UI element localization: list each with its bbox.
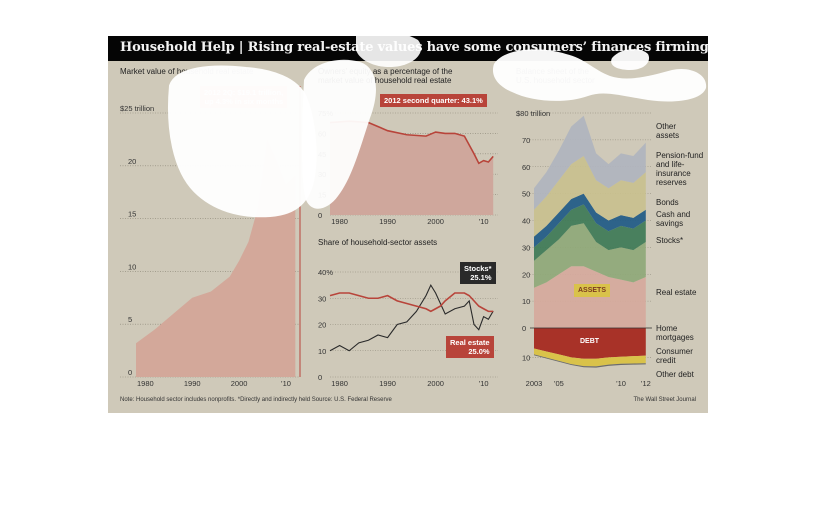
realestate-callout-line: Real estate [450,338,490,347]
equity-ytick: 45 [318,150,326,159]
balance-other-debt-area [534,354,646,368]
share-title: Share of household-sector assets [318,238,438,247]
equity-ytick: 75% [318,109,333,118]
legend-other-debt: Other debt [656,370,694,379]
footnote: Note: Household sector includes nonprofi… [120,397,392,403]
market-value-callout-line: up 4.3% in six months [204,97,284,106]
share-realestate-line [329,292,494,313]
equity-ytick: 30 [318,170,326,179]
legend-line: Consumer [656,347,693,356]
balance-xtick: 2003 [526,379,543,388]
realestate-callout-line: 25.0% [468,347,490,356]
market-value-xtick: 2000 [231,379,248,388]
share-xtick: 1990 [379,379,396,388]
balance-ytick: 60 [522,163,530,172]
balance-cash-area [534,204,646,261]
legend-line: Cash and [656,210,691,219]
legend-line: Other [656,122,677,131]
legend-line: assets [656,131,680,140]
equity-callout: 2012 second quarter: 43.1% [380,94,487,107]
market-value-ytick: 15 [128,210,136,219]
assets-label: ASSETS [574,284,611,297]
legend-home-mortgages: Home mortgages [656,324,694,342]
balance-ytick: 0 [522,324,526,333]
stocks-callout-line: Stocks* [464,264,492,273]
balance-ytick: 50 [522,190,530,199]
balance-xtick: ’05 [554,379,564,388]
legend-pension: Pension-fund and life- insurance reserve… [656,151,703,187]
equity-ytick: 0 [318,211,322,220]
realestate-callout: Real estate 25.0% [446,336,494,358]
legend-line: Real estate [656,288,697,297]
equity-xtick: 1980 [331,217,348,226]
market-value-ytick: 0 [128,368,132,377]
share-ytick: 40% [318,268,333,277]
balance-ytick: 40 [522,217,530,226]
share-ytick: 0 [318,373,322,382]
market-value-ytick: 10 [128,262,136,271]
equity-title-line: market value of household real estate [318,76,452,85]
balance-xtick: ’10 [616,379,626,388]
legend-line: Stocks* [656,236,684,245]
balance-ytick: 20 [522,270,530,279]
balance-pension-area [534,156,646,237]
equity-xtick: ’10 [479,217,489,226]
balance-realestate-area [534,266,646,328]
equity-xtick: 2000 [427,217,444,226]
legend-line: insurance [656,169,691,178]
legend-line: savings [656,219,684,228]
legend-line: credit [656,356,676,365]
balance-other-area [534,115,646,210]
balance-ytick: 70 [522,136,530,145]
legend-other-assets: Other assets [656,122,679,140]
legend-line: Bonds [656,198,679,207]
equity-xtick: 1990 [379,217,396,226]
share-stocks-line [329,283,494,352]
balance-ytick: 10 [522,297,530,306]
market-value-ytick: 5 [128,315,132,324]
equity-title: Owners’ equity as a percentage of the ma… [318,67,468,85]
market-value-xtick: 1990 [184,379,201,388]
balance-xtick: ’12 [641,379,651,388]
market-value-ytick: $25 trillion [120,104,154,113]
share-ytick: 30 [318,294,326,303]
wsj-chart-figure: Household Help | Rising real-estate valu… [108,36,708,413]
debt-label: DEBT [576,335,604,348]
stocks-callout: Stocks* 25.1% [460,262,496,284]
share-ytick: 20 [318,321,326,330]
balance-consumer-credit-area [534,348,646,367]
market-value-xtick: 1980 [137,379,154,388]
balance-ytick: 30 [522,243,530,252]
source-credit: The Wall Street Journal [633,397,696,403]
legend-line: reserves [656,178,687,187]
balance-stocks-area [534,223,646,288]
legend-stocks: Stocks* [656,236,683,245]
balance-debt-ytick: 10 [522,353,530,362]
market-value-callout-line: 2012 2Q: $19.1 trillion, [204,88,284,97]
market-value-callout: 2012 2Q: $19.1 trillion, up 4.3% in six … [200,86,288,108]
legend-line: Other debt [656,370,694,379]
legend-real-estate: Real estate [656,288,696,297]
market-value-ytick: 20 [128,157,136,166]
balance-ytick: $80 trillion [516,109,550,118]
stocks-callout-line: 25.1% [470,273,492,282]
share-ytick: 10 [318,347,326,356]
legend-line: Home [656,324,678,333]
share-xtick: ’10 [479,379,489,388]
share-xtick: 2000 [427,379,444,388]
legend-bonds: Bonds [656,198,679,207]
market-value-xtick: ’10 [281,379,291,388]
legend-line: mortgages [656,333,694,342]
equity-ytick: 60 [318,129,326,138]
legend-consumer-credit: Consumer credit [656,347,693,365]
legend-line: and life- [656,160,685,169]
balance-bonds-area [534,193,646,248]
equity-title-line: Owners’ equity as a percentage of the [318,67,453,76]
legend-line: Pension-fund [656,151,704,160]
equity-ytick: 15 [318,191,326,200]
market-value-area [136,139,296,377]
share-xtick: 1980 [331,379,348,388]
legend-cash: Cash and savings [656,210,690,228]
